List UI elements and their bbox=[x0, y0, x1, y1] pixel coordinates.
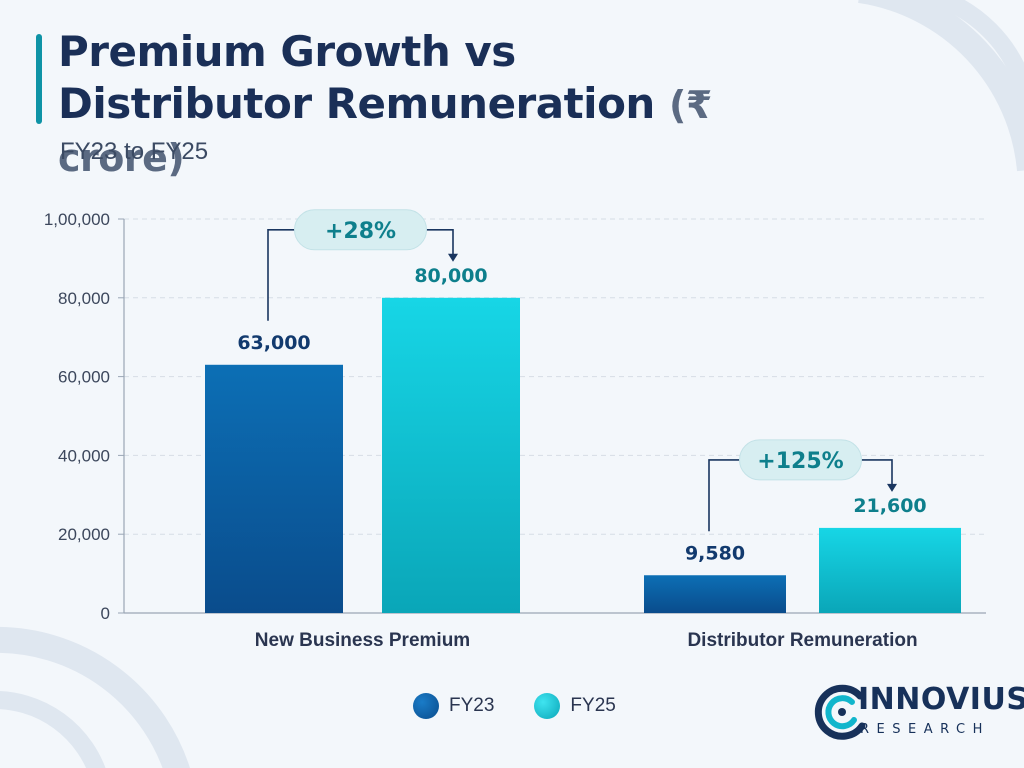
legend-item-fy23: FY23 bbox=[413, 693, 494, 719]
data-label: 80,000 bbox=[414, 265, 487, 287]
growth-pill bbox=[294, 209, 427, 251]
title-unit: (₹ crore) bbox=[58, 83, 712, 180]
legend-swatch-fy25 bbox=[534, 693, 561, 719]
logo-name: INNOVIUS bbox=[858, 682, 1024, 717]
chart-title: Premium Growth vs Distributor Remunerati… bbox=[58, 26, 818, 184]
bar-fy23 bbox=[205, 364, 343, 613]
growth-arrowhead-icon bbox=[448, 253, 458, 262]
growth-label: +125% bbox=[757, 449, 843, 474]
data-label: 21,600 bbox=[853, 495, 926, 517]
logo-subname: RESEARCH bbox=[860, 722, 990, 737]
bar-fy23 bbox=[644, 575, 786, 613]
company-logo: INNOVIUS RESEARCH bbox=[812, 676, 1024, 748]
legend-label-fy25: FY25 bbox=[570, 695, 616, 716]
title-line-2: Distributor Remuneration bbox=[58, 79, 655, 128]
bar-chart: 0 20,000 40,000 60,000 80,000 1,00,000 63,000… bbox=[44, 209, 986, 651]
legend-item-fy25: FY25 bbox=[534, 693, 616, 719]
x-category-label: Distributor Remuneration bbox=[687, 630, 917, 651]
y-tick-label: 20,000 bbox=[58, 525, 110, 544]
title-line-1: Premium Growth vs bbox=[58, 27, 516, 76]
x-category-label: New Business Premium bbox=[255, 630, 470, 651]
data-label: 9,580 bbox=[685, 542, 745, 564]
bar-fy25 bbox=[382, 297, 520, 613]
logo-mark-icon bbox=[814, 684, 866, 740]
growth-arrowhead-icon bbox=[887, 483, 897, 492]
y-tick-label: 40,000 bbox=[58, 446, 110, 465]
legend-label-fy23: FY23 bbox=[449, 695, 495, 716]
bar-fy25 bbox=[819, 527, 961, 613]
y-tick-label: 60,000 bbox=[58, 368, 110, 387]
growth-label: +28% bbox=[325, 219, 396, 244]
title-accent-bar bbox=[36, 34, 42, 124]
y-tick-label: 80,000 bbox=[58, 289, 110, 308]
data-label: 63,000 bbox=[237, 332, 310, 354]
chart-subtitle: FY23 to FY25 bbox=[60, 138, 209, 165]
chart-legend: FY23 FY25 bbox=[413, 692, 656, 720]
legend-swatch-fy23 bbox=[413, 693, 439, 719]
y-tick-label: 0 bbox=[101, 604, 110, 623]
growth-pill bbox=[739, 439, 862, 481]
y-tick-label: 1,00,000 bbox=[44, 210, 110, 229]
